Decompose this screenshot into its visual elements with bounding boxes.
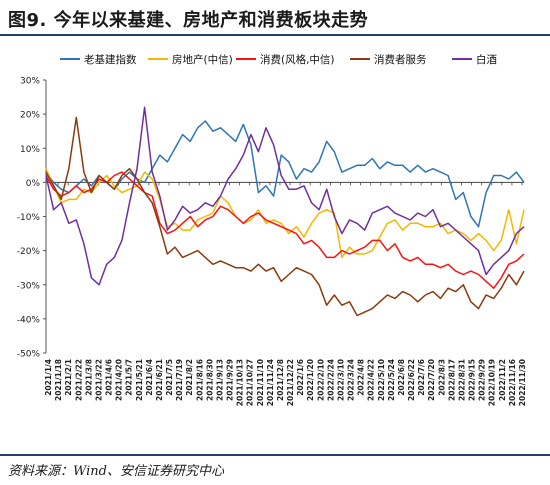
x-tick-label: 2022/3/10 — [336, 359, 345, 401]
x-tick-label: 2022/11/16 — [508, 359, 517, 406]
legend-label: 消费(风格,中信) — [260, 53, 335, 66]
x-tick-label: 2021/7/5 — [165, 359, 174, 396]
x-tick-label: 2021/6/4 — [145, 359, 154, 396]
x-tick-label: 2022/5/10 — [377, 359, 386, 401]
x-tick-label: 2021/2/1 — [64, 359, 73, 396]
x-tick-label: 2022/10/19 — [488, 359, 497, 406]
y-tick-label: 20% — [20, 111, 40, 121]
x-tick-label: 2021/11/10 — [256, 359, 265, 406]
series-line-5 — [45, 106, 525, 286]
x-tick-label: 2022/1/20 — [306, 359, 315, 401]
y-tick-label: 30% — [20, 77, 40, 87]
x-tick-label: 2021/10/27 — [246, 359, 255, 406]
x-tick-label: 2021/6/21 — [155, 359, 164, 401]
y-tick-label: -20% — [17, 247, 41, 257]
source-note: 资料来源：Wind、安信证券研究中心 — [8, 464, 224, 479]
x-tick-label: 2022/11/2 — [498, 359, 507, 401]
x-tick-label: 2021/10/13 — [236, 359, 245, 406]
figure-title: 图9. 今年以来基建、房地产和消费板块走势 — [8, 10, 369, 31]
x-tick-label: 2022/8/3 — [437, 359, 446, 396]
x-tick-label: 2021/4/20 — [115, 359, 124, 401]
x-tick-label: 2021/2/22 — [74, 359, 83, 401]
series-lines — [45, 106, 525, 317]
x-tick-label: 2022/9/15 — [468, 359, 477, 401]
y-tick-label: 0% — [26, 179, 41, 189]
legend: 老基建指数 房地产(中信) 消费(风格,中信) 消费者服务 白酒 — [60, 53, 497, 66]
x-tick-label: 2022/2/10 — [316, 359, 325, 401]
y-tick-label: -50% — [17, 350, 41, 360]
x-tick-label: 2021/4/6 — [105, 359, 114, 396]
x-tick-label: 2022/7/20 — [427, 359, 436, 401]
legend-label: 白酒 — [476, 53, 497, 66]
x-tick-label: 2022/8/17 — [447, 359, 456, 401]
x-tick-label: 2021/11/24 — [266, 359, 275, 406]
title-rule — [0, 34, 550, 36]
series-line-3 — [45, 171, 525, 289]
x-tick-label: 2021/12/8 — [276, 359, 285, 401]
y-tick-label: -40% — [17, 315, 41, 325]
x-tick-label: 2022/8/31 — [457, 359, 466, 401]
x-tick-label: 2021/9/13 — [215, 359, 224, 401]
y-tick-label: -30% — [17, 281, 41, 291]
x-tick-label: 2021/1/18 — [54, 359, 63, 401]
x-tick-label: 2021/8/30 — [205, 359, 214, 401]
x-tick-label: 2021/1/4 — [44, 359, 53, 396]
x-tick-label: 2021/9/29 — [226, 359, 235, 401]
x-tick-label: 2022/7/6 — [417, 359, 426, 396]
x-tick-label: 2022/6/22 — [407, 359, 416, 401]
x-tick-label: 2022/11/30 — [518, 359, 527, 406]
y-tick-label: -10% — [17, 213, 41, 223]
x-tick-label: 2022/4/22 — [367, 359, 376, 401]
x-tick-label: 2021/12/22 — [286, 359, 295, 406]
x-tick-label: 2021/7/19 — [175, 359, 184, 401]
x-tick-label: 2021/5/7 — [125, 359, 134, 396]
x-tick-label: 2022/1/6 — [296, 359, 305, 396]
y-axis: -50% -40% -30% -20% -10% 0% 10% 20% 30% — [17, 77, 47, 360]
x-tick-label: 2021/8/2 — [185, 359, 194, 396]
x-tick-label: 2021/5/21 — [135, 359, 144, 401]
x-tick-label: 2021/8/16 — [195, 359, 204, 401]
source-rule — [0, 454, 550, 456]
series-line-4 — [45, 116, 525, 317]
x-tick-label: 2022/4/8 — [357, 359, 366, 396]
x-axis: 2021/1/4 2021/1/18 2021/2/1 2021/2/22 2021/3… — [44, 181, 527, 406]
x-tick-label: 2021/3/8 — [84, 359, 93, 396]
legend-label: 房地产(中信) — [172, 53, 233, 66]
x-tick-label: 2022/2/24 — [326, 359, 335, 401]
y-tick-label: 10% — [20, 145, 40, 155]
legend-label: 老基建指数 — [84, 53, 137, 66]
legend-label: 消费者服务 — [374, 53, 427, 66]
x-tick-label: 2022/5/24 — [387, 359, 396, 401]
x-tick-label: 2022/3/24 — [347, 359, 356, 401]
x-tick-label: 2021/3/22 — [94, 359, 103, 401]
x-tick-label: 2022/9/29 — [478, 359, 487, 401]
x-tick-label: 2022/6/8 — [397, 359, 406, 396]
